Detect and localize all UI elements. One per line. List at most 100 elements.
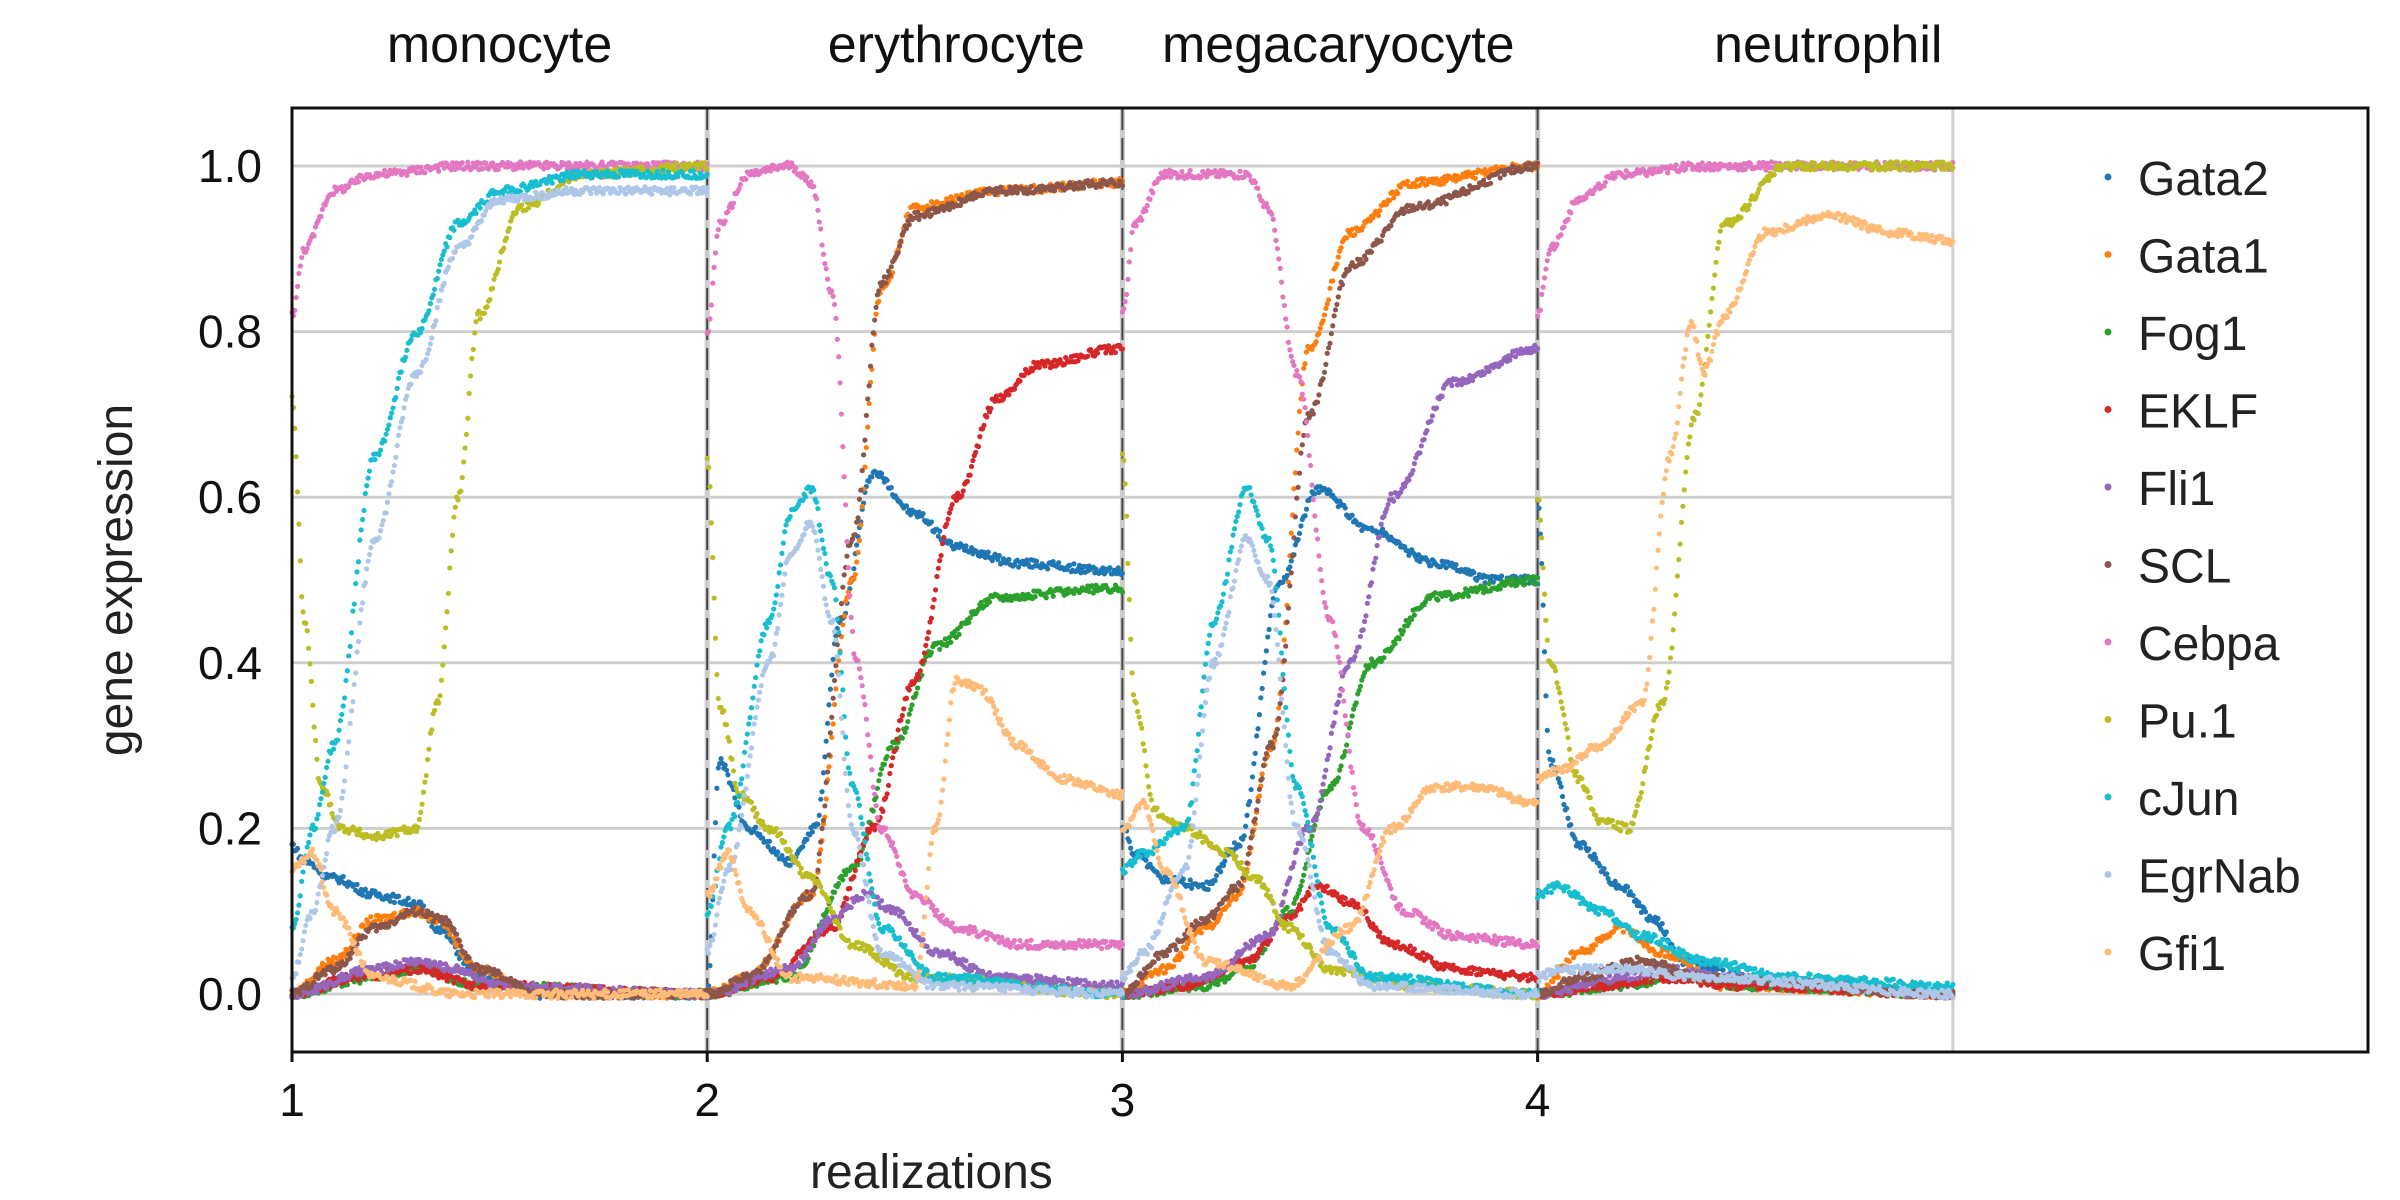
data-point: [1036, 364, 1042, 371]
data-point: [825, 720, 831, 726]
data-point: [917, 668, 923, 674]
data-point: [926, 629, 932, 635]
data-point: [873, 311, 879, 317]
data-point: [855, 857, 861, 864]
data-point: [1284, 572, 1290, 579]
data-point: [1119, 589, 1125, 595]
data-point: [800, 844, 806, 850]
data-point: [1255, 726, 1261, 732]
data-point: [1604, 871, 1610, 877]
data-point: [963, 543, 969, 549]
data-point: [1143, 857, 1149, 863]
data-point: [937, 558, 943, 564]
data-point: [894, 736, 900, 742]
data-point: [964, 478, 970, 484]
data-point: [892, 747, 899, 753]
data-point: [1256, 793, 1263, 799]
data-point: [890, 755, 896, 761]
data-point: [1249, 774, 1256, 780]
data-point: [903, 695, 910, 701]
data-point: [820, 770, 827, 776]
data-point: [1338, 245, 1344, 251]
data-point: [1497, 586, 1503, 592]
data-point: [818, 796, 824, 802]
data-point: [1309, 833, 1315, 839]
data-point: [354, 881, 360, 888]
data-point: [1324, 883, 1330, 889]
data-point: [1294, 447, 1300, 453]
data-point: [905, 718, 911, 725]
data-point: [1453, 562, 1459, 568]
data-point: [975, 443, 982, 450]
data-point: [1212, 878, 1218, 884]
data-point: [1449, 560, 1455, 566]
data-point: [1288, 558, 1294, 564]
data-point: [451, 980, 457, 986]
data-point: [784, 855, 791, 861]
data-point: [1612, 878, 1618, 884]
data-point: [869, 474, 875, 480]
data-point: [1375, 212, 1382, 219]
data-point: [855, 549, 861, 556]
data-point: [956, 631, 962, 637]
data-point: [1465, 567, 1471, 573]
data-point: [314, 989, 320, 995]
data-point: [970, 457, 976, 464]
data-point: [934, 573, 940, 580]
data-point: [1259, 771, 1265, 777]
data-point: [1557, 780, 1563, 786]
data-point: [899, 735, 905, 741]
data-point: [400, 963, 406, 970]
data-point: [1251, 963, 1257, 970]
data-point: [822, 754, 828, 760]
data-point: [1244, 812, 1250, 818]
data-point: [888, 484, 894, 491]
data-point: [1218, 869, 1224, 875]
data-point: [1352, 232, 1358, 238]
data-point: [372, 888, 378, 894]
data-point: [1335, 775, 1341, 781]
data-point: [1407, 943, 1413, 949]
data-point: [395, 893, 402, 899]
data-point: [1248, 786, 1254, 793]
data-point: [1180, 876, 1186, 882]
data-point: [985, 549, 991, 555]
data-point: [769, 978, 775, 984]
data-point: [391, 910, 398, 916]
data-point: [816, 812, 822, 818]
data-point: [928, 650, 935, 656]
data-point: [988, 405, 994, 412]
data-point: [986, 599, 993, 605]
data-point: [932, 587, 939, 593]
data-point: [1313, 339, 1319, 345]
data-point: [1067, 562, 1073, 568]
data-point: [1187, 877, 1193, 883]
data-point: [823, 738, 829, 744]
data-point: [765, 843, 771, 850]
data-point: [923, 642, 929, 648]
data-point: [937, 646, 943, 652]
data-point: [359, 892, 366, 898]
data-point: [1411, 946, 1418, 952]
data-point: [1303, 506, 1310, 512]
data-point: [960, 488, 966, 494]
data-point: [967, 472, 973, 478]
data-point: [1284, 904, 1290, 910]
data-point: [938, 552, 944, 559]
data-point: [1222, 858, 1228, 864]
data-point: [1642, 909, 1649, 915]
data-point: [714, 785, 720, 791]
data-point: [847, 885, 853, 892]
data-point: [391, 899, 398, 906]
data-point: [863, 444, 869, 451]
data-point: [935, 565, 941, 571]
data-point: [830, 721, 836, 727]
data-point: [901, 706, 907, 712]
data-point: [1597, 863, 1603, 869]
data-point: [1085, 353, 1091, 359]
data-point: [948, 539, 954, 545]
data-point: [718, 756, 724, 762]
data-point: [1254, 733, 1260, 739]
data-point: [1006, 556, 1012, 563]
data-point: [1270, 596, 1276, 602]
